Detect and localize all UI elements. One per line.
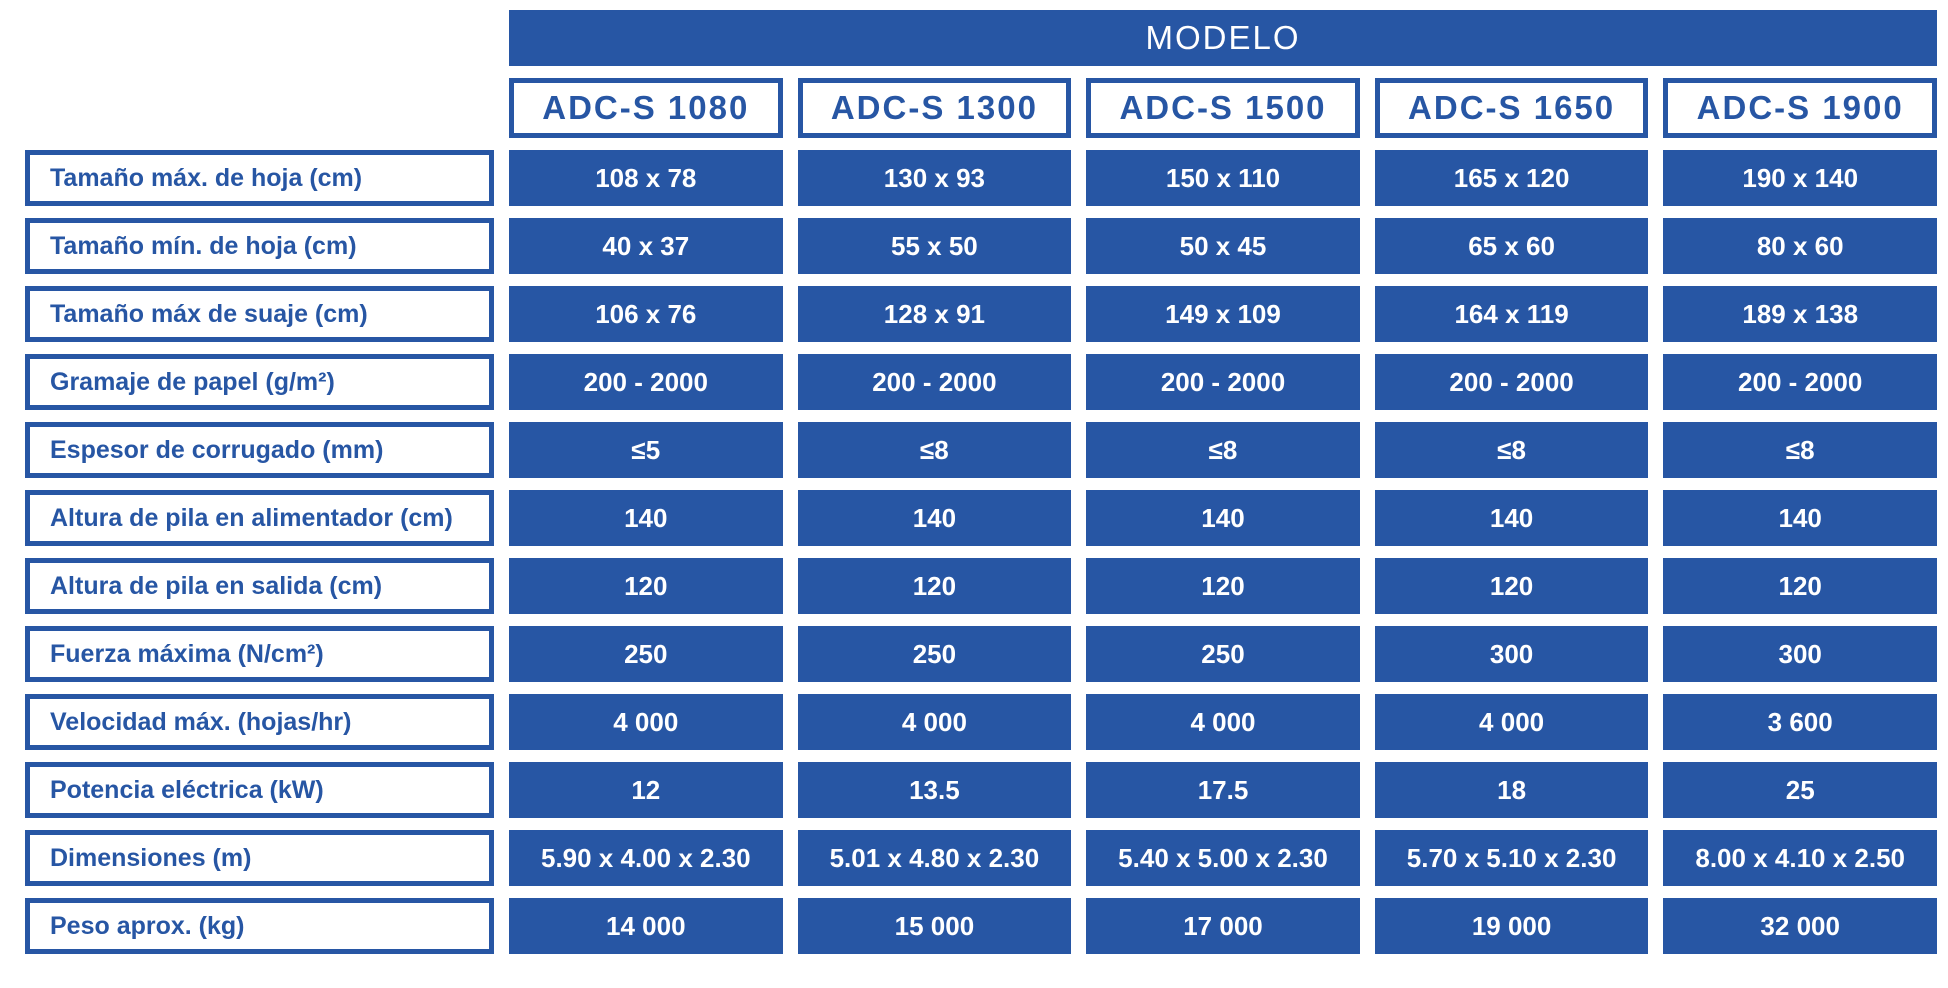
spec-cell: 17 000 [1086, 898, 1360, 954]
spec-cell: 200 - 2000 [509, 354, 783, 410]
model-header-box: ADC-S 1500 [1086, 78, 1360, 138]
spec-cell: ≤5 [509, 422, 783, 478]
spec-cell: 164 x 119 [1374, 286, 1649, 342]
spec-cell: 5.01 x 4.80 x 2.30 [797, 830, 1072, 886]
spec-cell: 65 x 60 [1374, 218, 1649, 274]
spec-cell: 120 [1663, 558, 1937, 614]
spec-cell: 4 000 [509, 694, 783, 750]
spec-cell: 190 x 140 [1663, 150, 1937, 206]
spec-cell: 5.40 x 5.00 x 2.30 [1086, 830, 1360, 886]
spec-cell: 108 x 78 [509, 150, 783, 206]
spec-cell: 189 x 138 [1663, 286, 1937, 342]
spec-cell: 200 - 2000 [797, 354, 1072, 410]
spec-cell: 18 [1374, 762, 1649, 818]
spec-cell: 4 000 [1374, 694, 1649, 750]
spec-cell: 150 x 110 [1086, 150, 1360, 206]
spec-cell: 250 [797, 626, 1072, 682]
spec-cell: 250 [1086, 626, 1360, 682]
model-header-box: ADC-S 1300 [797, 78, 1072, 138]
model-header-box: ADC-S 1900 [1663, 78, 1937, 138]
spec-cell: 165 x 120 [1374, 150, 1649, 206]
row-label: Tamaño máx de suaje (cm) [25, 286, 494, 342]
spec-cell: ≤8 [1374, 422, 1649, 478]
row-label: Espesor de corrugado (mm) [25, 422, 494, 478]
table-header-modelo: MODELO [509, 10, 1937, 66]
spec-cell: 17.5 [1086, 762, 1360, 818]
spec-cell: 50 x 45 [1086, 218, 1360, 274]
row-label: Tamaño máx. de hoja (cm) [25, 150, 494, 206]
spec-cell: 149 x 109 [1086, 286, 1360, 342]
spec-cell: 25 [1663, 762, 1937, 818]
spec-cell: 15 000 [797, 898, 1072, 954]
spec-cell: 130 x 93 [797, 150, 1072, 206]
row-label: Altura de pila en salida (cm) [25, 558, 494, 614]
spec-cell: 140 [797, 490, 1072, 546]
spec-cell: 140 [1374, 490, 1649, 546]
model-header-box: ADC-S 1650 [1374, 78, 1649, 138]
spec-cell: 80 x 60 [1663, 218, 1937, 274]
spec-cell: 200 - 2000 [1374, 354, 1649, 410]
spec-cell: 128 x 91 [797, 286, 1072, 342]
row-label: Potencia eléctrica (kW) [25, 762, 494, 818]
spec-cell: 120 [1374, 558, 1649, 614]
spec-cell: 13.5 [797, 762, 1072, 818]
model-header-box: ADC-S 1080 [509, 78, 783, 138]
spec-table: MODELO ADC-S 1080 ADC-S 1300 ADC-S 1500 ADC… [25, 10, 1937, 954]
row-label: Tamaño mín. de hoja (cm) [25, 218, 494, 274]
spec-cell: 12 [509, 762, 783, 818]
spec-cell: 4 000 [797, 694, 1072, 750]
spec-cell: 5.70 x 5.10 x 2.30 [1374, 830, 1649, 886]
spec-cell: 120 [509, 558, 783, 614]
spec-cell: 300 [1663, 626, 1937, 682]
spec-cell: 4 000 [1086, 694, 1360, 750]
spec-cell: 3 600 [1663, 694, 1937, 750]
spec-cell: 200 - 2000 [1086, 354, 1360, 410]
spec-cell: 140 [509, 490, 783, 546]
spec-cell: 5.90 x 4.00 x 2.30 [509, 830, 783, 886]
spec-cell: 140 [1663, 490, 1937, 546]
spec-cell: ≤8 [797, 422, 1072, 478]
spec-cell: 19 000 [1374, 898, 1649, 954]
spec-cell: 250 [509, 626, 783, 682]
row-label: Peso aprox. (kg) [25, 898, 494, 954]
spec-cell: 14 000 [509, 898, 783, 954]
spec-cell: ≤8 [1663, 422, 1937, 478]
spec-cell: 120 [1086, 558, 1360, 614]
spec-cell: 120 [797, 558, 1072, 614]
spec-cell: 32 000 [1663, 898, 1937, 954]
spec-cell: 8.00 x 4.10 x 2.50 [1663, 830, 1937, 886]
row-label: Velocidad máx. (hojas/hr) [25, 694, 494, 750]
spec-cell: 200 - 2000 [1663, 354, 1937, 410]
row-label: Dimensiones (m) [25, 830, 494, 886]
spec-cell: 55 x 50 [797, 218, 1072, 274]
spec-cell: ≤8 [1086, 422, 1360, 478]
row-label: Altura de pila en alimentador (cm) [25, 490, 494, 546]
spec-cell: 106 x 76 [509, 286, 783, 342]
spec-cell: 40 x 37 [509, 218, 783, 274]
row-label: Gramaje de papel (g/m²) [25, 354, 494, 410]
spec-cell: 300 [1374, 626, 1649, 682]
row-label: Fuerza máxima (N/cm²) [25, 626, 494, 682]
spec-cell: 140 [1086, 490, 1360, 546]
